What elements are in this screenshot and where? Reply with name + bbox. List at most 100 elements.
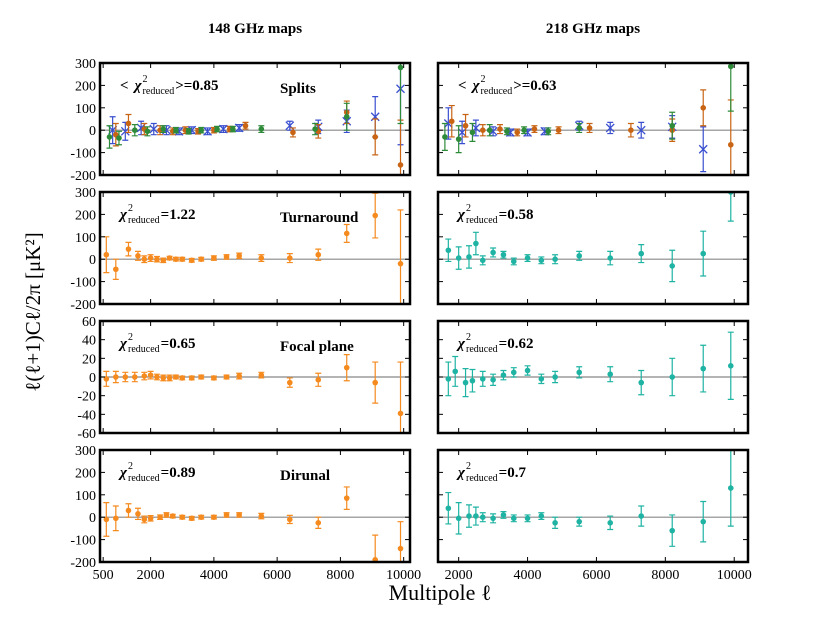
point (700, 250, 707, 257)
x-tick-label: 10000 (386, 568, 421, 583)
stat-sup: 2 (481, 74, 486, 85)
point (397, 64, 404, 71)
point (122, 374, 129, 380)
y-tick-label: 200 (75, 466, 96, 481)
point (452, 368, 459, 375)
point (286, 379, 293, 386)
stat-text: =0.7 (499, 465, 527, 481)
point (638, 250, 645, 257)
point (106, 134, 113, 140)
point (628, 127, 634, 133)
point (169, 513, 176, 519)
frame (436, 448, 750, 564)
y-tick-label: -20 (77, 390, 96, 405)
point (188, 375, 195, 381)
stat-symbol: χ (471, 78, 481, 94)
point (524, 255, 531, 261)
stat-sup: 2 (128, 461, 133, 472)
point (538, 257, 545, 264)
y-tick-label: 300 (75, 186, 96, 201)
point (445, 247, 452, 254)
point (510, 515, 517, 522)
point (504, 128, 510, 135)
stat-sub: reduced (466, 215, 498, 226)
panel-label: Splits (280, 81, 316, 97)
point (141, 256, 148, 263)
y-tick-label: -200 (70, 556, 96, 571)
point (479, 376, 486, 382)
point (636, 125, 646, 135)
x-tick-label: 10000 (717, 568, 752, 583)
point (154, 374, 160, 380)
x-tick-label: 4000 (514, 568, 542, 583)
point (188, 257, 195, 264)
y-axis-label: ℓ(ℓ+1)Cℓ/2π [μK²] (21, 232, 45, 391)
point (103, 516, 110, 523)
point (286, 516, 293, 523)
stat-text: =0.58 (499, 207, 534, 223)
y-tick-label: 100 (75, 489, 96, 504)
stat-sub: reduced (481, 86, 513, 97)
panel-title: 218 GHz maps (546, 21, 640, 37)
point (198, 127, 205, 133)
point (466, 254, 472, 260)
point (500, 372, 507, 378)
point (448, 118, 455, 125)
point (160, 126, 167, 132)
point (455, 515, 462, 522)
stat-sup: 2 (466, 461, 471, 472)
point (576, 253, 583, 259)
point (479, 257, 486, 264)
y-tick-label: 0 (89, 124, 96, 139)
point (286, 255, 293, 261)
point (727, 485, 734, 491)
point (236, 373, 242, 379)
point (234, 123, 244, 133)
point (445, 376, 452, 382)
stat-text: =1.22 (161, 207, 196, 223)
point (147, 255, 154, 261)
point (131, 127, 138, 133)
frame (98, 190, 412, 306)
point (223, 374, 230, 380)
y-tick-label: 100 (75, 102, 96, 117)
y-tick-label: 300 (75, 444, 96, 459)
point (343, 230, 350, 237)
point (538, 376, 545, 382)
point (173, 256, 179, 263)
point (490, 515, 496, 522)
x-tick-label: 4000 (200, 568, 228, 583)
point (160, 257, 167, 264)
point (538, 513, 545, 519)
point (397, 260, 404, 267)
point (258, 513, 265, 519)
point (113, 266, 119, 273)
panel (100, 354, 410, 433)
point (236, 253, 242, 259)
point (135, 253, 141, 259)
point (576, 518, 583, 525)
point (669, 122, 676, 129)
point (552, 520, 558, 526)
point (179, 256, 186, 263)
point (131, 374, 138, 380)
point (113, 515, 119, 522)
stat-symbol: χ (456, 207, 466, 223)
point (147, 515, 154, 522)
point (607, 255, 614, 261)
point (469, 129, 476, 136)
point (552, 256, 558, 263)
stat-symbol: χ (456, 465, 466, 481)
point (700, 105, 707, 111)
stat-sup: 2 (128, 203, 133, 214)
stat-symbol: χ (456, 336, 466, 352)
point (198, 256, 205, 263)
point (607, 371, 614, 378)
stat-sub: reduced (128, 215, 160, 226)
point (545, 128, 552, 135)
y-tick-label: 0 (89, 371, 96, 386)
point (457, 127, 467, 137)
point (372, 134, 379, 140)
point (312, 126, 318, 132)
point (343, 113, 350, 120)
